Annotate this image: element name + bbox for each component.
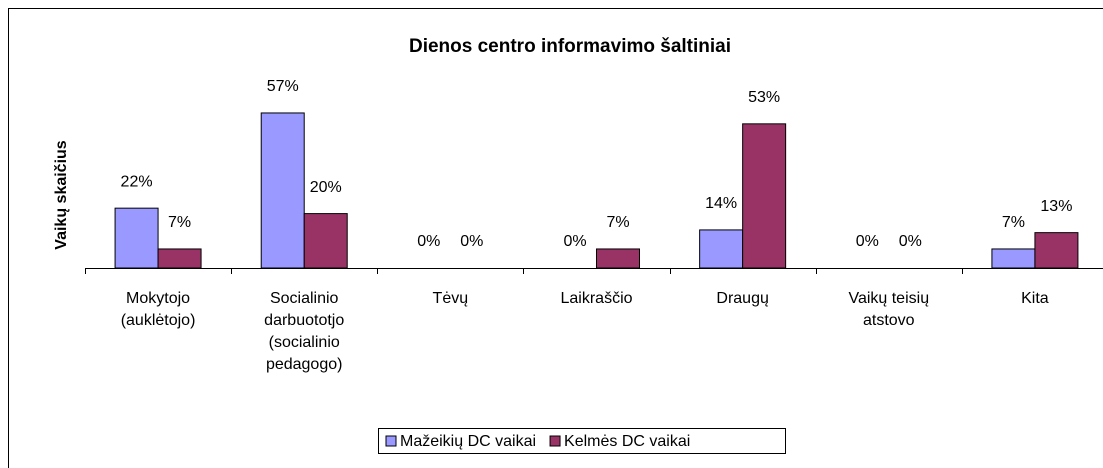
data-label: 7%	[168, 214, 191, 231]
x-tick-label: Kita	[1021, 290, 1049, 307]
legend-label: Mažeikių DC vaikai	[400, 433, 536, 450]
x-tick-label: Vaikų teisių atstovo	[848, 290, 930, 329]
x-tick-label: Mokytojo (auklėtojo)	[120, 290, 196, 329]
data-label: 20%	[310, 179, 342, 196]
data-label: 14%	[705, 195, 737, 212]
legend-swatch	[549, 435, 561, 447]
data-label: 57%	[267, 78, 299, 95]
x-tick-label: Laikraščio	[560, 290, 633, 307]
data-label: 13%	[1040, 198, 1072, 215]
x-tick-label: Draugų	[716, 290, 769, 307]
legend-box	[378, 428, 786, 454]
data-label: 53%	[748, 89, 780, 106]
x-tick-label: Tėvų	[432, 290, 469, 307]
y-axis-label: Vaikų skaičius	[53, 140, 70, 250]
data-label: 0%	[417, 233, 440, 250]
chart-title: Dienos centro informavimo šaltiniai	[409, 36, 731, 57]
data-label: 0%	[856, 233, 879, 250]
data-label: 7%	[1002, 214, 1025, 231]
data-label: 22%	[121, 173, 153, 190]
bar	[1034, 232, 1079, 269]
data-label: 0%	[460, 233, 483, 250]
bar	[157, 248, 202, 269]
x-tick-label: Socialinio darbuototjo (socialinio pedag…	[264, 290, 345, 373]
legend-label: Kelmės DC vaikai	[564, 433, 690, 450]
legend-swatch	[385, 435, 397, 447]
data-label: 0%	[563, 233, 586, 250]
data-label: 0%	[899, 233, 922, 250]
data-label: 7%	[606, 214, 629, 231]
bar	[699, 229, 744, 269]
bar	[991, 248, 1036, 269]
bar	[742, 123, 787, 269]
chart-border	[8, 8, 1103, 468]
bar	[303, 213, 348, 269]
bar	[260, 112, 305, 269]
bar	[114, 207, 159, 269]
bar	[596, 248, 640, 269]
